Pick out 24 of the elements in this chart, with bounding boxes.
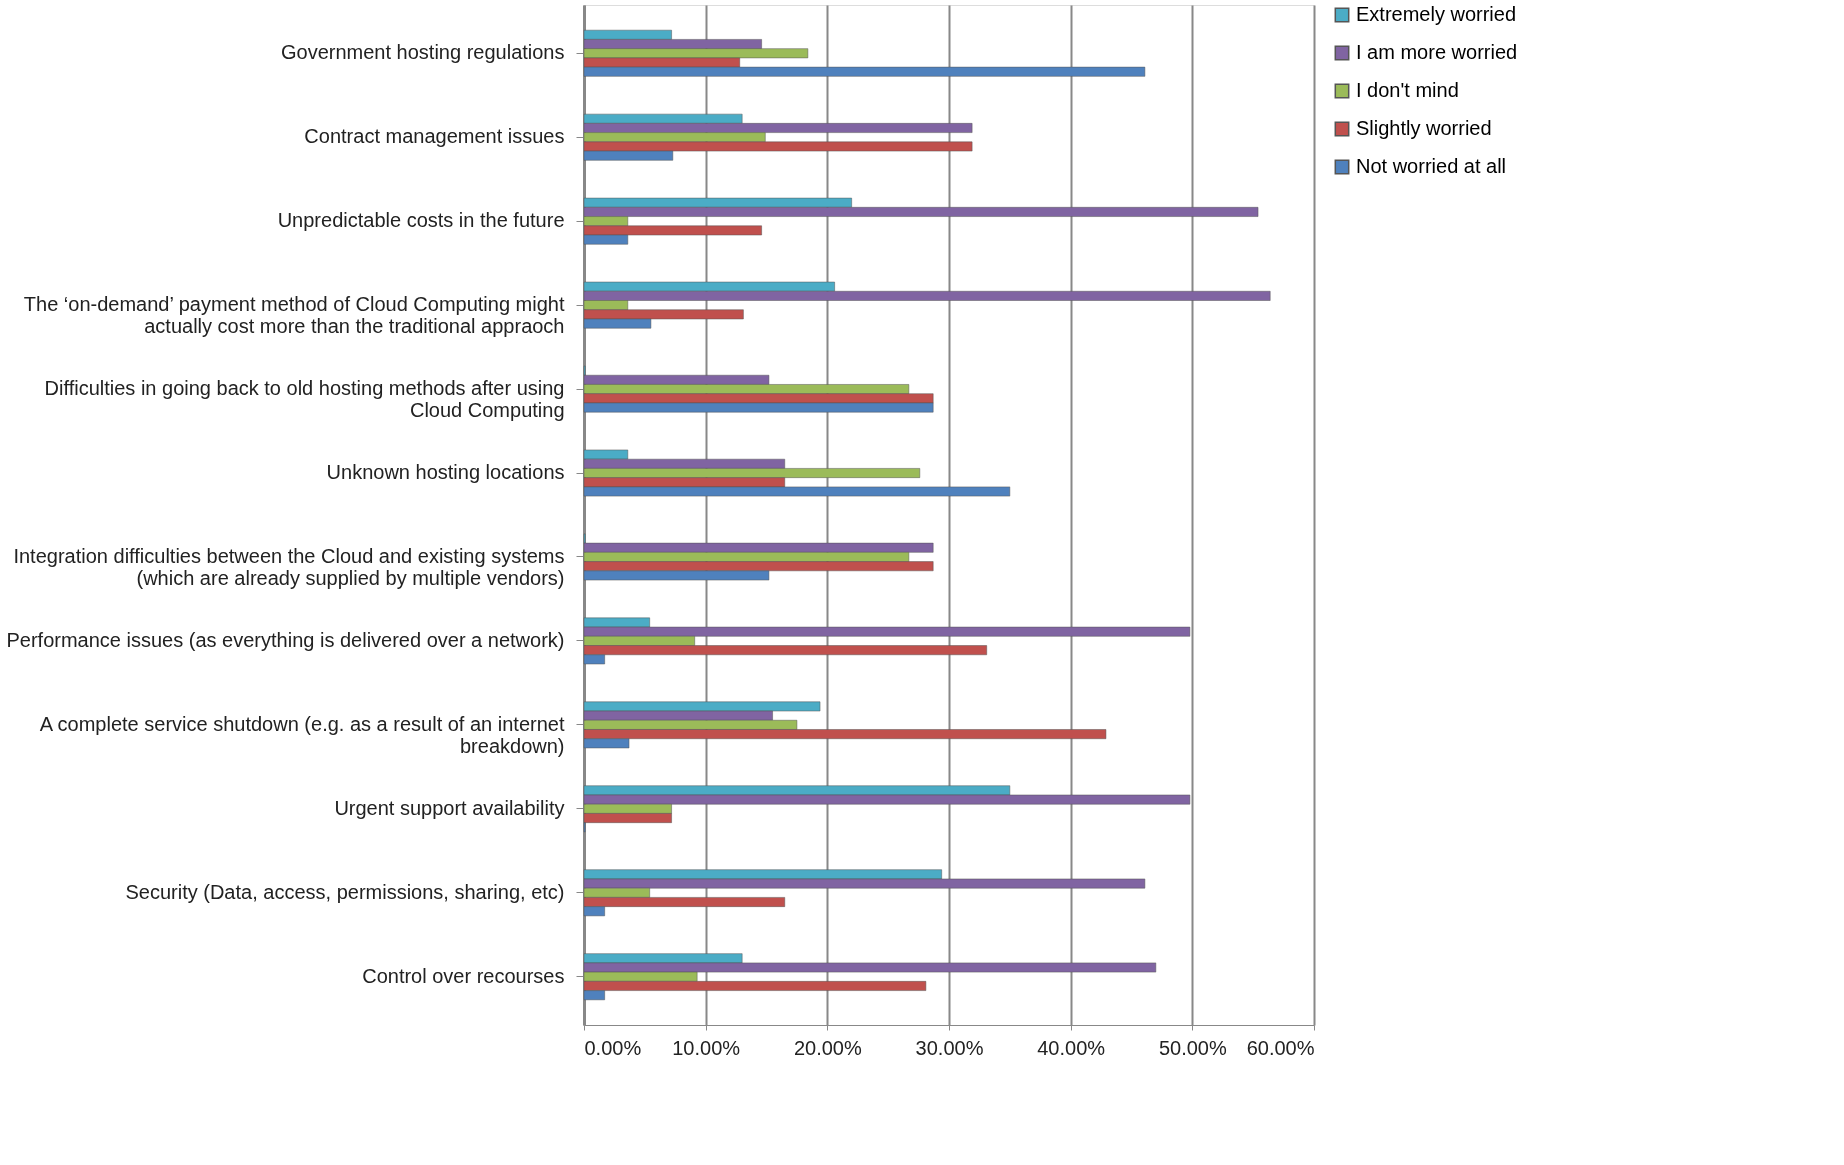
legend-label: Slightly worried [1356, 117, 1492, 139]
y-tick-label: The ‘on-demand’ payment method of Cloud Computing might actually cost more than the traditional appraoch [23, 293, 565, 338]
legend-label: I am more worried [1356, 41, 1518, 63]
y-tick-label: Government hosting regulations [281, 41, 565, 64]
y-tick-label: Unpredictable costs in the future [277, 209, 565, 232]
y-tick-label: Contract management issues [304, 125, 565, 148]
x-tick-label: 30.00% [915, 1036, 984, 1059]
legend-label: I don't mind [1356, 79, 1459, 101]
y-tick-label: Urgent support availability [334, 796, 565, 819]
x-tick-label: 40.00% [1037, 1036, 1106, 1059]
y-tick-label: Performance issues (as everything is delivered over a network) [6, 628, 565, 651]
y-tick-label: A complete service shutdown (e.g. as a result of an internet breakdown) [39, 712, 565, 757]
legend-label: Extremely worried [1356, 3, 1517, 25]
x-tick-label: 10.00% [672, 1036, 741, 1059]
y-tick-label: Control over recourses [362, 964, 565, 987]
y-tick-label: Security (Data, access, permissions, sharing, etc) [125, 880, 565, 903]
y-tick-label: Integration difficulties between the Cloud and existing systems (which are already supplied by multiple vendors) [13, 544, 565, 589]
x-tick-label: 20.00% [793, 1036, 862, 1059]
x-tick-label: 50.00% [1158, 1036, 1227, 1059]
legend-label: Not worried at all [1356, 155, 1507, 177]
x-tick-label: 0.00% [584, 1036, 642, 1059]
y-tick-label: Unknown hosting locations [326, 461, 565, 484]
y-tick-label: Difficulties in going back to old hosting methods after using Cloud Computing [44, 377, 565, 422]
x-tick-label: 60.00% [1246, 1036, 1315, 1059]
